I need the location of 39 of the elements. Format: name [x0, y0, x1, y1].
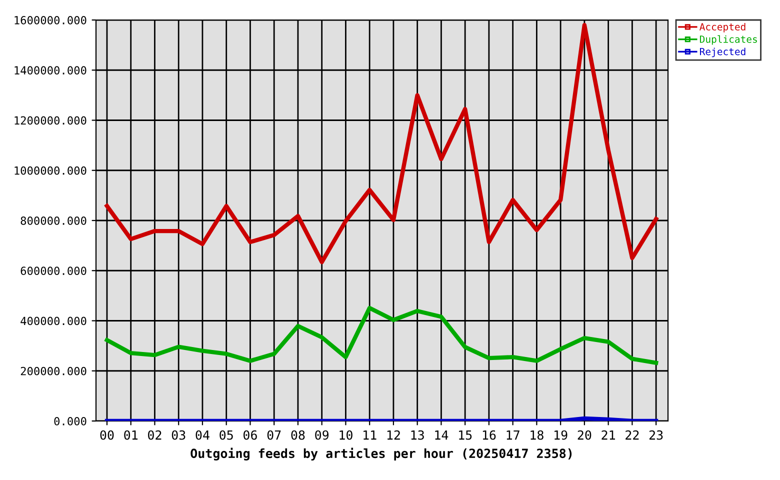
x-tick-label: 00 [100, 430, 114, 440]
x-tick-label: 12 [387, 430, 400, 440]
y-tick-label: 0.000 [54, 417, 86, 426]
legend-label: Rejected [700, 48, 746, 58]
y-tick-label: 1400000.000 [14, 66, 86, 75]
x-tick-label: 02 [148, 430, 162, 440]
x-tick-label: 14 [435, 430, 448, 440]
x-tick-label: 03 [172, 430, 186, 440]
x-tick-label: 22 [626, 430, 639, 440]
x-tick-label: 10 [340, 430, 352, 440]
y-tick-label: 800000.000 [20, 216, 86, 225]
y-tick-label: 600000.000 [20, 266, 86, 276]
x-tick-label: 06 [244, 430, 257, 440]
x-tick-label: 08 [291, 430, 305, 440]
x-tick-label: 23 [649, 430, 663, 440]
x-tick-label: 19 [554, 430, 568, 440]
y-tick-label: 200000.000 [20, 366, 86, 376]
x-tick-label: 20 [578, 430, 592, 440]
y-tick-label: 1200000.000 [14, 116, 86, 125]
x-tick-label: 15 [459, 430, 472, 440]
x-tick-label: 13 [411, 430, 424, 440]
x-tick-label: 05 [220, 430, 233, 440]
x-tick-label: 17 [506, 430, 520, 440]
x-tick-label: 21 [602, 430, 615, 440]
x-tick-label: 07 [267, 430, 281, 440]
x-tick-label: 09 [315, 430, 329, 440]
x-tick-label: 04 [196, 430, 210, 440]
y-tick-label: 1000000.000 [14, 166, 86, 175]
line-series [104, 306, 658, 365]
x-tick-label: 18 [530, 430, 544, 440]
legend-label: Accepted [700, 22, 746, 32]
y-tick-label: 400000.000 [20, 316, 86, 326]
x-axis-title: Outgoing feeds by articles per hour (20250417 2358) [190, 448, 572, 461]
x-tick-label: 16 [482, 430, 496, 440]
x-tick-label: 11 [364, 430, 376, 440]
line-series [104, 22, 658, 264]
x-tick-label: 01 [124, 430, 138, 440]
y-tick-label: 1600000.000 [14, 16, 86, 24]
legend-label: Duplicates [700, 35, 757, 45]
